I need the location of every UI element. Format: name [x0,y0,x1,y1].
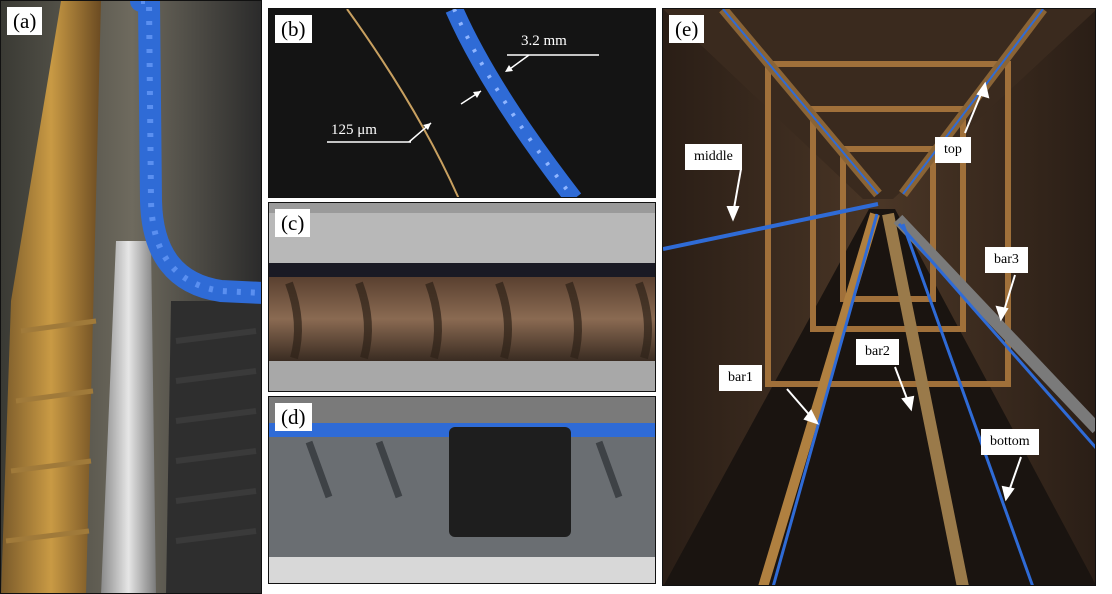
fiber-diameter-label: 125 μm [331,122,377,138]
label-bottom: bottom [981,429,1039,455]
panel-c: (c) [268,202,656,392]
panel-d-photo [269,397,655,583]
panel-d: (d) [268,396,656,584]
rebar [269,277,655,361]
label-top: top [935,137,971,163]
panel-a: (a) [0,0,262,594]
bar2 [882,212,969,585]
optical-fiber [346,9,460,197]
sensor-bottom [901,223,1034,585]
label-bar3: bar3 [985,247,1028,273]
rebar-dark [166,301,261,593]
bar1 [758,212,880,585]
clamp [449,427,571,537]
panel-a-photo [1,1,261,593]
panel-b-label: (b) [275,15,312,43]
bar3 [893,214,1095,434]
panel-b: 3.2 mm 125 μm (b) [268,8,656,198]
cable-diameter-label: 3.2 mm [521,33,567,49]
panel-b-photo [269,9,655,197]
panel-e: middle top bar3 bar2 bar1 bottom (e) [662,8,1096,586]
rebar-flat-strip [101,241,156,593]
rebar-rusty [1,1,101,593]
panel-c-photo [269,203,655,391]
panel-e-label: (e) [669,15,705,43]
sensor-cable [445,9,582,197]
bonded-sensor [269,263,655,277]
panel-e-photo [663,9,1095,585]
panel-a-label: (a) [7,7,43,35]
panel-d-label: (d) [275,403,312,431]
annotation-arrows [726,81,1022,502]
label-middle: middle [685,144,742,170]
sensor-middle [663,202,879,251]
panel-c-label: (c) [275,209,311,237]
label-bar2: bar2 [856,339,899,365]
label-bar1: bar1 [719,365,762,391]
